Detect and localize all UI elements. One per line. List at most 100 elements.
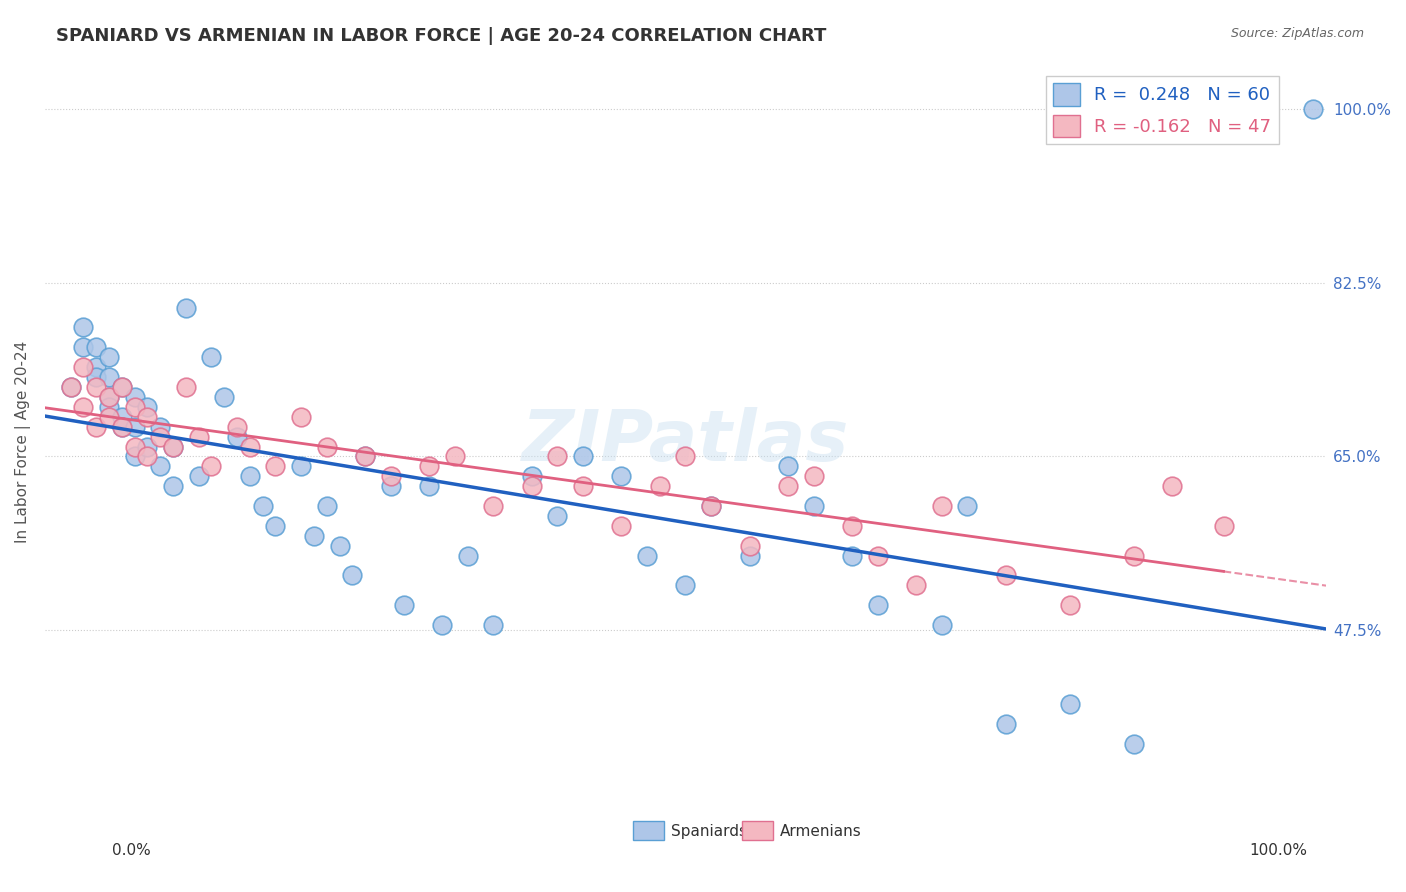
Text: 100.0%: 100.0% — [1250, 843, 1308, 858]
Point — [124, 450, 146, 464]
Point — [546, 508, 568, 523]
Point — [803, 499, 825, 513]
Point — [239, 469, 262, 483]
Point — [342, 568, 364, 582]
Point — [226, 429, 249, 443]
Point — [738, 549, 761, 563]
Point — [290, 459, 312, 474]
Point — [72, 340, 94, 354]
Point — [1161, 479, 1184, 493]
Point — [354, 450, 377, 464]
Point — [315, 499, 337, 513]
Point — [124, 419, 146, 434]
Point — [841, 549, 863, 563]
Point — [174, 301, 197, 315]
Point — [776, 459, 799, 474]
Point — [84, 380, 107, 394]
Point — [444, 450, 467, 464]
Point — [124, 440, 146, 454]
Point — [315, 440, 337, 454]
Point — [1122, 549, 1144, 563]
Point — [162, 440, 184, 454]
Point — [97, 400, 120, 414]
Point — [418, 479, 440, 493]
Point — [1122, 737, 1144, 751]
Point — [1059, 698, 1081, 712]
Point — [200, 459, 222, 474]
Point — [59, 380, 82, 394]
Point — [187, 429, 209, 443]
Point — [482, 499, 505, 513]
Point — [97, 390, 120, 404]
Point — [84, 419, 107, 434]
Point — [572, 450, 595, 464]
Point — [200, 350, 222, 364]
Point — [252, 499, 274, 513]
Point — [111, 419, 134, 434]
Point — [111, 409, 134, 424]
Point — [111, 380, 134, 394]
Point — [84, 360, 107, 375]
Point — [1302, 102, 1324, 116]
Point — [418, 459, 440, 474]
Point — [610, 469, 633, 483]
Y-axis label: In Labor Force | Age 20-24: In Labor Force | Age 20-24 — [15, 341, 31, 542]
Text: 0.0%: 0.0% — [112, 843, 152, 858]
Point — [866, 549, 889, 563]
Point — [329, 539, 352, 553]
Point — [994, 568, 1017, 582]
Point — [111, 419, 134, 434]
Point — [380, 479, 402, 493]
Point — [380, 469, 402, 483]
Point — [866, 599, 889, 613]
Point — [520, 479, 543, 493]
Point — [84, 370, 107, 384]
Point — [457, 549, 479, 563]
Point — [124, 400, 146, 414]
Point — [354, 450, 377, 464]
Point — [776, 479, 799, 493]
Point — [136, 409, 159, 424]
Point — [162, 479, 184, 493]
Point — [212, 390, 235, 404]
Point — [675, 450, 697, 464]
Point — [482, 618, 505, 632]
Point — [111, 380, 134, 394]
Point — [124, 390, 146, 404]
Point — [700, 499, 723, 513]
Point — [994, 717, 1017, 731]
Text: Source: ZipAtlas.com: Source: ZipAtlas.com — [1230, 27, 1364, 40]
Point — [226, 419, 249, 434]
Point — [841, 519, 863, 533]
Point — [302, 529, 325, 543]
Point — [149, 419, 172, 434]
Point — [430, 618, 453, 632]
Text: SPANIARD VS ARMENIAN IN LABOR FORCE | AGE 20-24 CORRELATION CHART: SPANIARD VS ARMENIAN IN LABOR FORCE | AG… — [56, 27, 827, 45]
Point — [72, 400, 94, 414]
Text: Spaniards: Spaniards — [672, 824, 748, 838]
Point — [572, 479, 595, 493]
Point — [520, 469, 543, 483]
Point — [97, 390, 120, 404]
Point — [1059, 599, 1081, 613]
Point — [931, 618, 953, 632]
Point — [546, 450, 568, 464]
Point — [84, 340, 107, 354]
Point — [738, 539, 761, 553]
Point — [136, 450, 159, 464]
Point — [149, 429, 172, 443]
Point — [931, 499, 953, 513]
Point — [803, 469, 825, 483]
Point — [956, 499, 979, 513]
Point — [636, 549, 658, 563]
Point — [187, 469, 209, 483]
Point — [97, 409, 120, 424]
Point — [1212, 519, 1234, 533]
Point — [290, 409, 312, 424]
Point — [239, 440, 262, 454]
Text: Armenians: Armenians — [780, 824, 862, 838]
Text: ZIPatlas: ZIPatlas — [522, 407, 849, 476]
Point — [59, 380, 82, 394]
Point — [97, 370, 120, 384]
Point — [72, 320, 94, 334]
